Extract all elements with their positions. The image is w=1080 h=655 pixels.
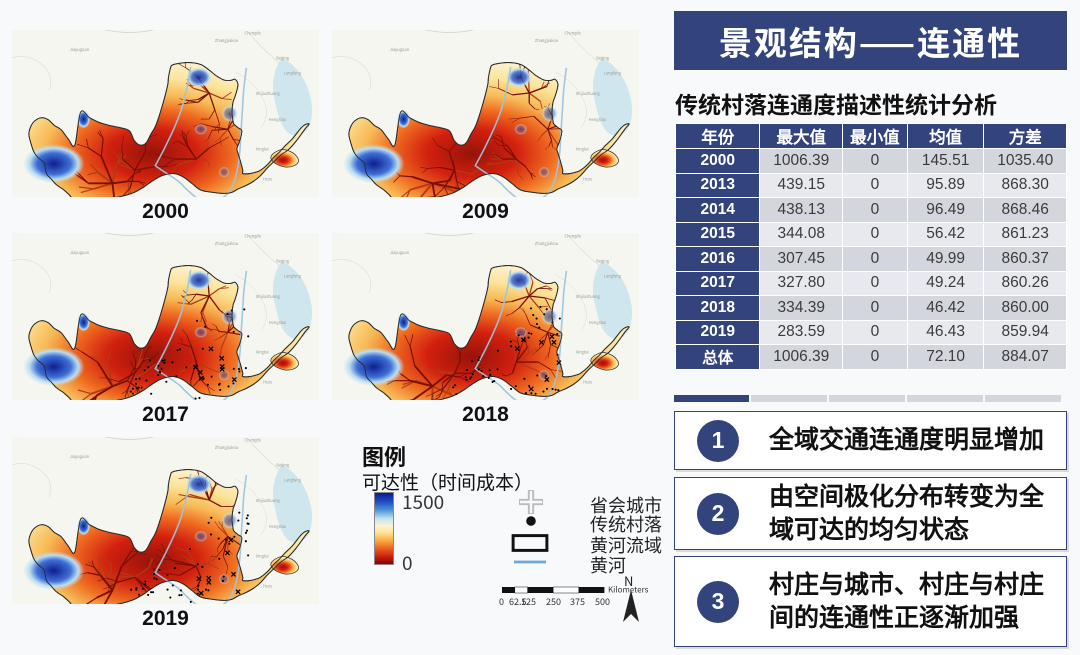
svg-text:Jiayuguan: Jiayuguan [70,250,90,256]
svg-text:Langfang: Langfang [604,70,622,76]
svg-text:Zhangjiakou: Zhangjiakou [215,241,239,247]
svg-text:Langfang: Langfang [284,70,302,76]
svg-text:Zhangjiakou: Zhangjiakou [535,241,559,247]
svg-text:Beijing: Beijing [276,56,290,62]
svg-text:Hengshui: Hengshui [269,320,287,326]
svg-text:Hengshui: Hengshui [589,117,607,123]
svg-text:Heze: Heze [263,583,273,589]
svg-text:Beijing: Beijing [276,463,290,469]
svg-text:Shijiazhuang: Shijiazhuang [576,294,601,300]
svg-text:0: 0 [499,595,504,608]
svg-text:Chengde: Chengde [565,233,582,239]
svg-text:Xingtai: Xingtai [256,554,269,560]
svg-text:Jiayuguan: Jiayuguan [390,250,410,256]
svg-text:Heze: Heze [263,379,273,385]
svg-text:Xingtai: Xingtai [256,350,269,356]
svg-text:Heze: Heze [583,176,593,182]
svg-text:Shijiazhuang: Shijiazhuang [256,91,281,97]
svg-text:Beijing: Beijing [276,259,290,265]
svg-text:Zhangjiakou: Zhangjiakou [215,38,239,44]
svg-text:Shijiazhuang: Shijiazhuang [256,294,281,300]
svg-text:Xingtai: Xingtai [576,350,589,356]
svg-text:Langfang: Langfang [604,273,622,279]
svg-text:Beijing: Beijing [596,56,610,62]
svg-text:Chengde: Chengde [245,233,262,239]
svg-text:Hengshui: Hengshui [269,117,287,123]
svg-text:Xingtai: Xingtai [256,147,269,153]
svg-text:Beijing: Beijing [596,259,610,265]
svg-text:Langfang: Langfang [284,477,302,483]
svg-text:375: 375 [570,595,585,608]
svg-text:Jiayuguan: Jiayuguan [70,47,90,53]
svg-text:125: 125 [521,595,536,608]
svg-text:Chengde: Chengde [245,437,262,443]
svg-text:500: 500 [595,595,610,608]
svg-text:Hengshui: Hengshui [589,320,607,326]
svg-text:Shijiazhuang: Shijiazhuang [256,498,281,504]
svg-text:Zhangjiakou: Zhangjiakou [215,445,239,451]
svg-text:Zhangjiakou: Zhangjiakou [535,38,559,44]
svg-text:Shijiazhuang: Shijiazhuang [576,91,601,97]
svg-text:Heze: Heze [263,176,273,182]
svg-text:Jiayuguan: Jiayuguan [70,454,90,460]
svg-text:Chengde: Chengde [245,30,262,36]
svg-text:Langfang: Langfang [284,273,302,279]
svg-text:Xingtai: Xingtai [576,147,589,153]
svg-text:Hengshui: Hengshui [269,524,287,530]
svg-text:N: N [624,576,633,590]
svg-text:250: 250 [546,595,561,608]
svg-text:Heze: Heze [583,379,593,385]
svg-text:Jiayuguan: Jiayuguan [390,47,410,53]
svg-text:Chengde: Chengde [565,30,582,36]
